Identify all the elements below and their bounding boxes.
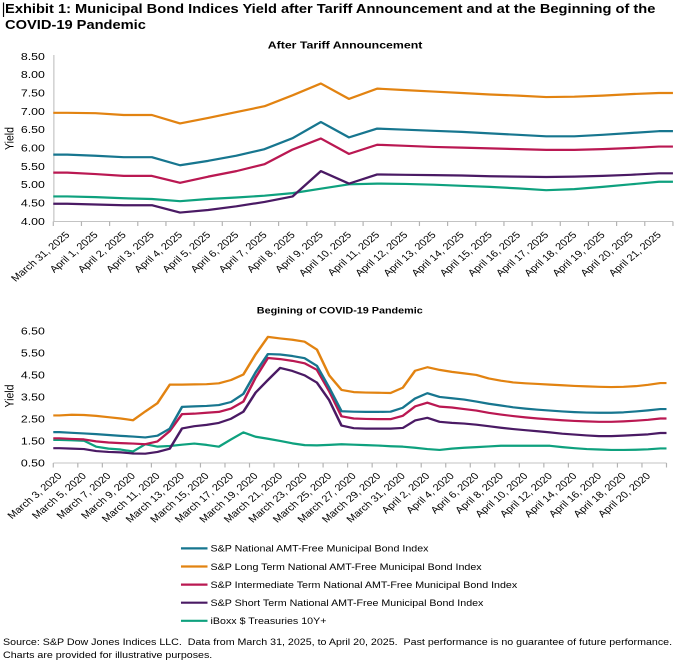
- svg-text:6.50: 6.50: [21, 125, 45, 136]
- svg-text:6.00: 6.00: [21, 143, 45, 154]
- svg-text:3.50: 3.50: [21, 392, 45, 403]
- svg-text:iBoxx $ Treasuries 10Y+: iBoxx $ Treasuries 10Y+: [211, 617, 327, 627]
- svg-text:5.00: 5.00: [21, 180, 45, 191]
- svg-text:7.50: 7.50: [21, 88, 45, 99]
- svg-text:S&P National AMT-Free Municipa: S&P National AMT-Free Municipal Bond Ind…: [211, 544, 429, 554]
- svg-text:S&P Short Term National AMT-Fr: S&P Short Term National AMT-Free Municip…: [211, 599, 484, 609]
- svg-text:After Tariff Announcement: After Tariff Announcement: [268, 40, 423, 51]
- svg-text:Charts are provided for illust: Charts are provided for illustrative pur…: [3, 651, 212, 661]
- svg-text:S&P Long Term National AMT-Fre: S&P Long Term National AMT-Free Municipa…: [211, 562, 482, 572]
- svg-text:8.50: 8.50: [21, 52, 45, 63]
- svg-text:5.50: 5.50: [21, 162, 45, 173]
- svg-text:2.50: 2.50: [21, 414, 45, 425]
- svg-text:S&P Intermediate Term National: S&P Intermediate Term National AMT-Free …: [211, 581, 518, 591]
- svg-text:Begining of COVID-19 Pandemic: Begining of COVID-19 Pandemic: [257, 306, 423, 316]
- svg-text:8.00: 8.00: [21, 70, 45, 81]
- svg-text:4.50: 4.50: [21, 370, 45, 381]
- svg-text:4.00: 4.00: [21, 217, 45, 228]
- svg-text:5.50: 5.50: [21, 348, 45, 359]
- svg-text:Source: S&P Dow Jones Indices: Source: S&P Dow Jones Indices LLC. Data …: [3, 638, 672, 648]
- svg-text:7.00: 7.00: [21, 107, 45, 118]
- svg-text:COVID-19 Pandemic: COVID-19 Pandemic: [5, 18, 146, 32]
- svg-text:Yield: Yield: [4, 127, 17, 150]
- svg-text:6.50: 6.50: [21, 326, 45, 337]
- svg-text:Yield: Yield: [4, 385, 17, 408]
- svg-text:Exhibit 1: Municipal Bond Indi: Exhibit 1: Municipal Bond Indices Yield …: [5, 2, 656, 16]
- svg-text:1.50: 1.50: [21, 436, 45, 447]
- svg-text:0.50: 0.50: [21, 458, 45, 469]
- svg-text:4.50: 4.50: [21, 198, 45, 209]
